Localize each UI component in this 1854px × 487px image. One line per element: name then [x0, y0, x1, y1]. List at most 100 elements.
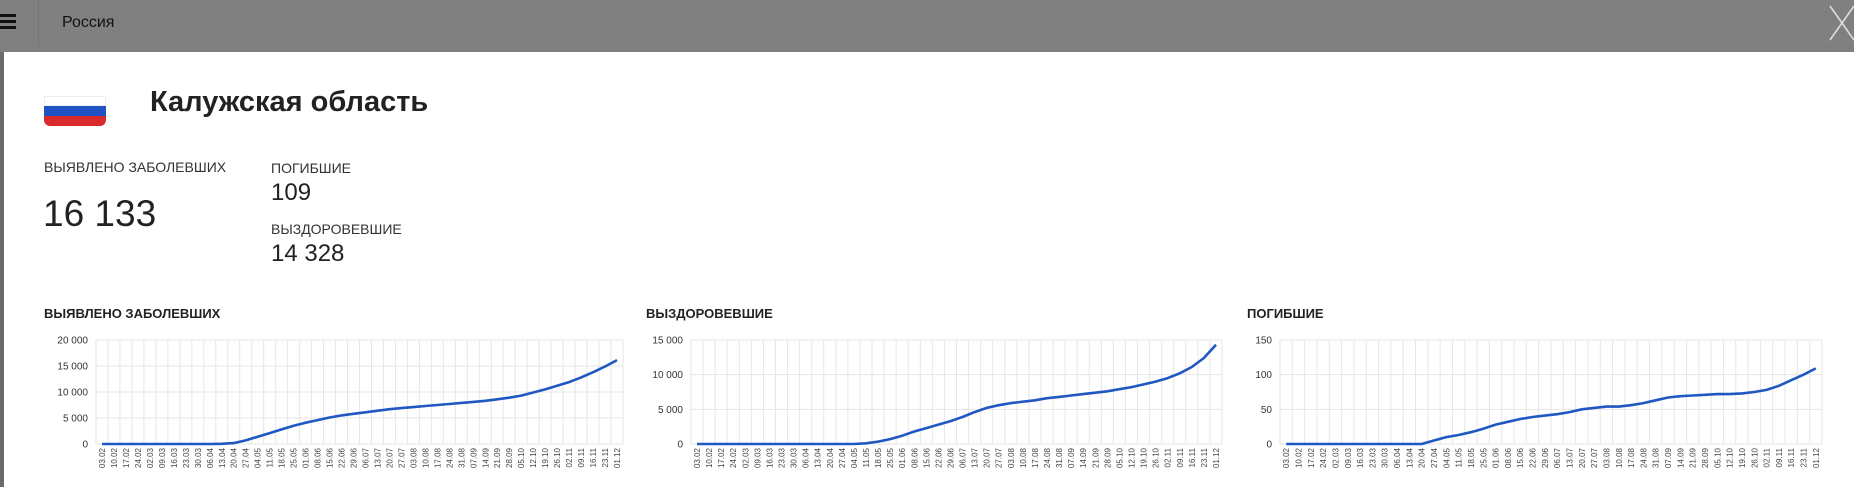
x-tick-label: 24.02 [134, 447, 143, 468]
y-tick-label: 10 000 [652, 370, 683, 381]
x-tick-label: 11.05 [266, 447, 275, 467]
chart-title-cases: ВЫЯВЛЕНО ЗАБОЛЕВШИХ [44, 306, 221, 321]
x-tick-label: 24.08 [1639, 447, 1648, 468]
x-tick-label: 07.09 [1664, 447, 1673, 468]
x-tick-label: 18.05 [278, 447, 287, 468]
x-tick-label: 18.05 [1467, 447, 1476, 468]
x-tick-label: 07.09 [1067, 447, 1076, 468]
x-tick-label: 29.06 [1541, 447, 1550, 468]
x-tick-label: 13.07 [1565, 447, 1574, 468]
x-tick-label: 03.08 [1007, 447, 1016, 468]
x-tick-label: 13.07 [971, 447, 980, 468]
series-line [697, 343, 1217, 446]
x-tick-label: 22.06 [934, 447, 943, 468]
backdrop-edge [0, 52, 4, 487]
grid [95, 339, 624, 445]
x-tick-label: 25.05 [290, 447, 299, 468]
recovered-label: ВЫЗДОРОВЕВШИЕ [271, 221, 402, 237]
x-tick-label: 27.04 [1430, 447, 1439, 468]
x-tick-label: 08.06 [1504, 447, 1513, 468]
y-tick-label: 15 000 [652, 336, 683, 347]
x-tick-label: 09.11 [1775, 447, 1784, 467]
x-tick-label: 31.08 [457, 447, 466, 468]
cases-value: 16 133 [43, 193, 157, 234]
x-tick-label: 10.08 [421, 447, 430, 468]
x-tick-label: 22.06 [1529, 447, 1538, 468]
x-tick-label: 04.05 [850, 447, 859, 468]
x-tick-label: 19.10 [1140, 447, 1149, 468]
x-tick-label: 03.02 [98, 447, 107, 468]
x-tick-label: 15.06 [922, 447, 931, 468]
x-tick-label: 05.10 [1713, 447, 1722, 468]
x-tick-label: 09.03 [753, 447, 762, 468]
x-tick-label: 06.07 [959, 447, 968, 468]
x-tick-label: 12.10 [1127, 447, 1136, 468]
x-tick-label: 23.11 [1800, 447, 1809, 467]
recovered-value: 14 328 [271, 240, 345, 267]
y-tick-label: 150 [1255, 336, 1272, 347]
x-tick-label: 17.02 [1307, 447, 1316, 468]
x-tick-label: 17.02 [717, 447, 726, 468]
menu-button[interactable] [0, 0, 39, 46]
x-tick-label: 22.06 [338, 447, 347, 468]
x-tick-label: 29.06 [946, 447, 955, 468]
series-line [1286, 367, 1817, 446]
y-tick-label: 0 [1266, 440, 1272, 451]
country-tab[interactable]: Россия [62, 14, 115, 31]
x-tick-label: 01.06 [302, 447, 311, 468]
x-tick-label: 23.11 [601, 447, 610, 467]
x-tick-label: 10.08 [1019, 447, 1028, 468]
x-tick-label: 17.08 [1031, 447, 1040, 468]
x-tick-label: 08.06 [314, 447, 323, 468]
x-tick-label: 30.03 [194, 447, 203, 468]
close-icon [1829, 5, 1854, 41]
close-button[interactable] [1816, 2, 1854, 44]
x-tick-label: 28.09 [1701, 447, 1710, 468]
x-tick-label: 25.05 [1479, 447, 1488, 468]
x-tick-label: 01.12 [613, 447, 622, 468]
x-tick-label: 14.09 [1079, 447, 1088, 468]
x-tick-label: 01.12 [1212, 447, 1221, 468]
x-tick-label: 13.04 [1405, 447, 1414, 468]
x-tick-label: 31.08 [1652, 447, 1661, 468]
x-tick-label: 27.04 [838, 447, 847, 468]
x-tick-label: 21.09 [1091, 447, 1100, 468]
x-tick-label: 23.11 [1200, 447, 1209, 467]
y-tick-label: 50 [1261, 405, 1273, 416]
x-tick-label: 03.02 [1282, 447, 1291, 468]
y-tick-label: 5 000 [63, 414, 88, 425]
x-tick-label: 17.02 [122, 447, 131, 468]
x-tick-label: 12.10 [529, 447, 538, 468]
x-tick-label: 30.03 [790, 447, 799, 468]
x-tick-label: 03.08 [409, 447, 418, 468]
x-tick-label: 23.03 [182, 447, 191, 468]
x-tick-label: 11.05 [862, 447, 871, 467]
grid [1279, 339, 1823, 445]
x-tick-label: 09.11 [577, 447, 586, 467]
y-tick-label: 20 000 [57, 336, 88, 347]
x-tick-label: 16.11 [1188, 447, 1197, 467]
x-tick-label: 06.04 [206, 447, 215, 468]
x-tick-label: 23.03 [778, 447, 787, 468]
x-tick-label: 16.11 [1787, 447, 1796, 467]
deaths-value: 109 [271, 179, 312, 206]
x-tick-label: 16.03 [765, 447, 774, 468]
x-tick-label: 03.08 [1602, 447, 1611, 468]
y-tick-label: 10 000 [57, 388, 88, 399]
chart-title-recovered: ВЫЗДОРОВЕВШИЕ [646, 306, 773, 321]
x-tick-label: 10.02 [1294, 447, 1303, 468]
x-tick-label: 20.04 [230, 447, 239, 468]
x-tick-label: 26.10 [1152, 447, 1161, 468]
y-tick-label: 15 000 [57, 362, 88, 373]
x-tick-label: 10.08 [1615, 447, 1624, 468]
x-tick-label: 10.02 [705, 447, 714, 468]
x-tick-label: 27.07 [397, 447, 406, 468]
x-tick-label: 18.05 [874, 447, 883, 468]
x-tick-label: 20.04 [826, 447, 835, 468]
x-tick-label: 17.08 [1627, 447, 1636, 468]
region-title: Калужская область [150, 86, 429, 118]
x-tick-label: 09.11 [1176, 447, 1185, 467]
y-tick-label: 100 [1255, 370, 1272, 381]
y-tick-label: 0 [82, 440, 88, 451]
